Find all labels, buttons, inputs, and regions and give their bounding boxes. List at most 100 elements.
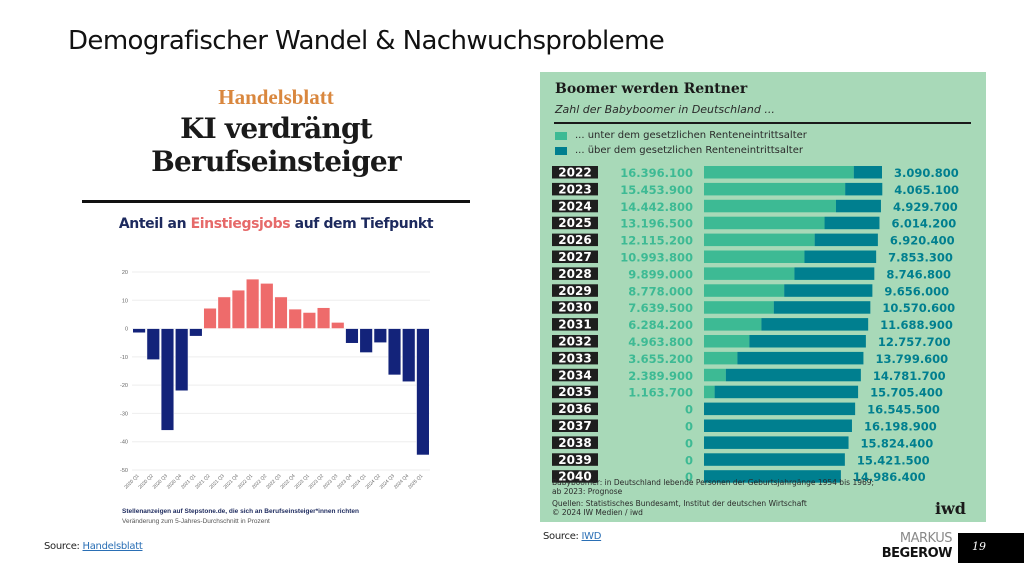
year-label: 2027	[558, 250, 591, 264]
bar	[402, 328, 416, 383]
year-badge	[552, 335, 598, 348]
year-label: 2035	[558, 385, 591, 399]
year-badge	[552, 470, 598, 483]
bar-under	[704, 233, 815, 247]
source-right: Source: IWD	[543, 531, 601, 542]
year-label: 2024	[558, 199, 591, 213]
bar-over	[845, 182, 883, 196]
bar-under	[704, 250, 805, 263]
y-tick-label: 0	[125, 327, 128, 333]
bar-under	[704, 199, 836, 213]
bar	[387, 328, 402, 376]
iwd-subtitle: Zahl der Babyboomer in Deutschland ...	[555, 103, 775, 116]
source-link-iwd[interactable]: IWD	[581, 531, 602, 542]
y-tick-label: -40	[120, 440, 128, 446]
year-label: 2023	[558, 182, 591, 196]
year-badge	[552, 419, 598, 432]
over-value-label: 10.570.600	[882, 301, 955, 315]
over-value-label: 7.853.300	[888, 251, 953, 265]
bar-over	[761, 318, 869, 331]
bar-over	[853, 166, 882, 179]
under-value-label: 8.778.000	[628, 284, 693, 298]
over-value-label: 16.198.900	[864, 420, 937, 434]
bar	[331, 322, 345, 329]
bar	[217, 296, 231, 329]
over-value-label: 6.014.200	[891, 217, 956, 231]
bar-under	[704, 166, 854, 179]
year-badge	[552, 301, 598, 314]
legend-swatch-under	[555, 131, 567, 140]
subtitle-pre: Anteil an	[118, 216, 191, 232]
handelsblatt-logo: Handelsblatt	[218, 85, 334, 109]
bar	[359, 328, 373, 353]
year-badge	[552, 318, 598, 331]
under-value-label: 10.993.800	[620, 251, 693, 265]
bar	[288, 308, 302, 329]
under-value-label: 4.963.800	[628, 335, 693, 349]
year-label: 2025	[558, 216, 591, 230]
year-label: 2038	[558, 436, 591, 450]
year-label: 2028	[558, 267, 591, 281]
over-value-label: 15.421.500	[857, 453, 930, 467]
y-tick-label: -20	[120, 383, 128, 389]
year-badge	[552, 216, 598, 230]
bar-under	[704, 267, 795, 280]
over-value-label: 9.656.000	[884, 284, 949, 298]
year-badge	[552, 453, 598, 466]
under-value-label: 0	[685, 420, 693, 434]
bar-under	[704, 318, 762, 331]
bar-over	[704, 453, 845, 466]
boomer-stacked-bar-chart: 2022 16.396.100 3.090.800 2023 15.453.900 4.0…	[552, 166, 959, 484]
iwd-panel: 2022 16.396.100 3.090.800 2023 15.453.900 4.0…	[540, 72, 986, 522]
over-value-label: 4.929.700	[893, 200, 958, 214]
chart-subtitle: Anteil an Einstiegsjobs auf dem Tiefpunk…	[82, 216, 470, 232]
bar-over	[704, 419, 852, 432]
footnote-line-1: Babyboomer: in Deutschland lebende Perso…	[552, 478, 875, 487]
footnote-line-3: Quellen: Statistisches Bundesamt, Instit…	[552, 499, 807, 508]
under-value-label: 12.115.200	[620, 234, 693, 248]
iwd-title: Boomer werden Rentner	[555, 81, 748, 97]
y-tick-label: -30	[120, 411, 128, 417]
under-value-label: 0	[685, 436, 693, 450]
over-value-label: 3.090.800	[894, 166, 959, 180]
iwd-divider	[554, 122, 971, 124]
source-label: Source:	[543, 531, 582, 542]
year-badge	[552, 250, 598, 263]
under-value-label: 2.389.900	[628, 369, 693, 383]
bar-over	[814, 233, 878, 247]
under-value-label: 0	[685, 470, 693, 484]
footnote-line-4: © 2024 IW Medien / iwd	[552, 508, 643, 517]
bar	[345, 328, 359, 344]
under-value-label: 1.163.700	[628, 386, 693, 400]
year-label: 2037	[558, 419, 591, 433]
bar	[231, 289, 246, 329]
year-badge	[552, 351, 598, 365]
over-value-label: 13.799.600	[875, 352, 948, 366]
bar-over	[704, 470, 841, 483]
bar	[260, 283, 274, 329]
over-value-label: 8.746.800	[886, 267, 951, 281]
under-value-label: 7.639.500	[628, 301, 693, 315]
bar	[373, 328, 388, 344]
bar-under	[704, 351, 738, 365]
handelsblatt-headline: KI verdrängt Berufseinsteiger	[82, 112, 470, 178]
iwd-logo: iwd	[934, 499, 966, 518]
source-link-handelsblatt[interactable]: Handelsblatt	[82, 541, 143, 552]
bar-under	[704, 368, 726, 382]
under-value-label: 16.396.100	[620, 166, 693, 180]
year-badge	[552, 166, 598, 179]
subtitle-accent: Einstiegsjobs	[190, 216, 291, 232]
bar	[416, 328, 430, 456]
bar-over	[725, 368, 861, 382]
handelsblatt-panel: Handelsblatt KI verdrängt Berufseinsteig…	[82, 80, 470, 532]
year-badge	[552, 199, 598, 213]
bar	[245, 278, 260, 329]
over-value-label: 6.920.400	[890, 234, 955, 248]
over-value-label: 11.688.900	[880, 318, 953, 332]
bar-under	[704, 284, 785, 297]
bar-under	[704, 335, 750, 348]
bar	[160, 328, 175, 431]
legend-label-under: ... unter dem gesetzlichen Renteneintrit…	[575, 130, 807, 141]
y-tick-label: -10	[120, 355, 128, 361]
legend-swatch-over	[555, 146, 567, 155]
